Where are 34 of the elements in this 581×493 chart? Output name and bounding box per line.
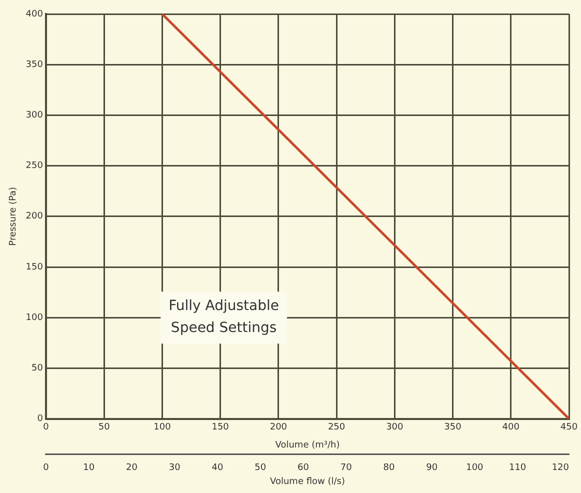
x2-tick-label: 10 [83,463,95,474]
x-tick-label: 350 [444,422,462,433]
x2-tick-label: 30 [168,463,181,474]
x2-tick-label: 100 [466,463,484,474]
x2-tick-label: 50 [254,463,266,474]
x-axis-title: Volume (m³/h) [275,440,340,450]
x2-tick-label: 90 [426,463,438,474]
y-tick-label: 100 [26,312,44,323]
x-tick-label: 100 [154,422,172,433]
x2-tick-label: 20 [126,463,138,474]
y-tick-label: 50 [32,364,44,374]
y-tick-label: 350 [26,60,44,70]
x2-axis-title: Volume flow (l/s) [270,476,345,487]
y-axis-title: Pressure (Pa) [8,186,19,246]
x2-tick-label: 40 [212,463,224,474]
x-tick-label: 150 [212,422,230,433]
y-tick-label: 150 [26,262,44,272]
y-tick-label: 0 [37,414,44,424]
y-tick-label: 200 [26,212,44,222]
annotation: Fully Adjustable Speed Settings [168,298,280,336]
x-tick-label: 400 [502,422,520,433]
x-tick-label: 50 [98,422,110,433]
x2-tick-label: 60 [297,463,310,474]
x-tick-label: 300 [386,422,404,433]
x2-tick-label: 80 [383,463,395,474]
x-tick-label: 450 [560,422,578,433]
x2-tick-label: 70 [340,463,352,474]
y-tick-label: 250 [26,161,44,172]
y-tick-label: 300 [26,110,44,121]
x2-tick-label: 120 [552,463,570,474]
y-tick-label: 400 [26,9,44,20]
x-tick-label: 250 [328,422,346,433]
x2-tick-label: 110 [508,463,526,474]
x-tick-label: 200 [270,422,288,433]
